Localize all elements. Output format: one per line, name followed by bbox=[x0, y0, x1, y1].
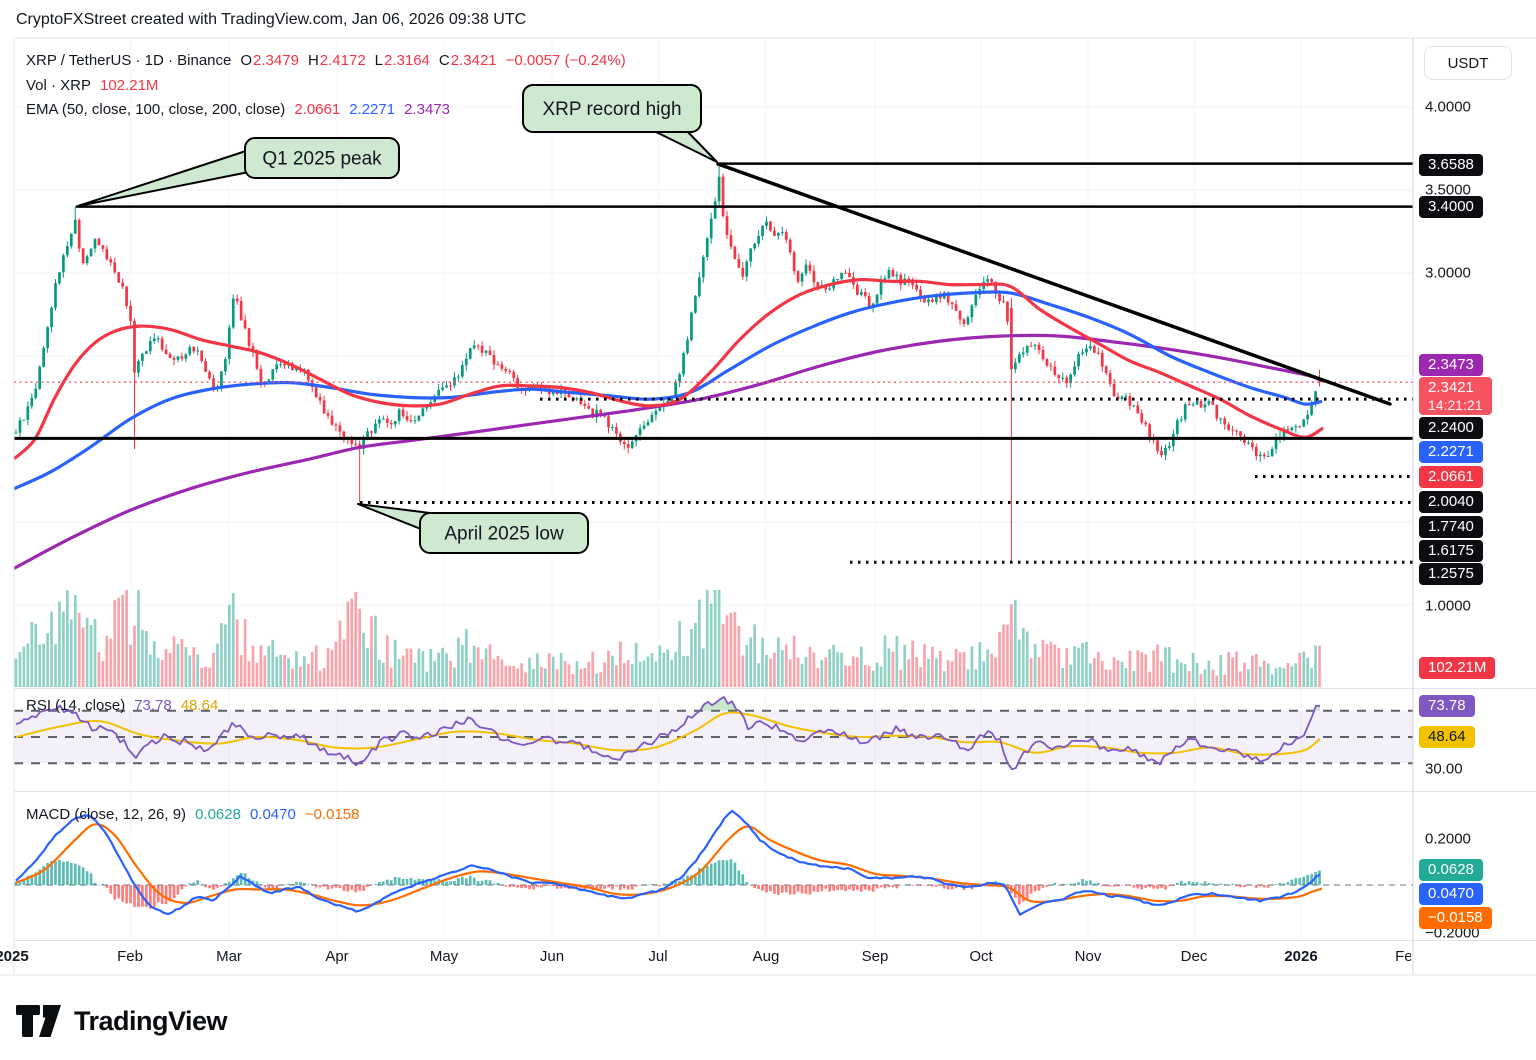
price-axis-badge: 2.0661 bbox=[1419, 466, 1483, 488]
legend-value: XRP / TetherUS · 1D · Binance bbox=[26, 52, 232, 69]
macd-legend-row[interactable]: MACD (close, 12, 26, 9) 0.0628 0.0470 −0.01… bbox=[26, 806, 368, 823]
price-axis-tick: 30.00 bbox=[1425, 760, 1463, 778]
legend-value: 2.3421 bbox=[450, 52, 497, 69]
callout-text: XRP record high bbox=[542, 99, 681, 120]
price-axis-badge: 1.7740 bbox=[1419, 516, 1483, 538]
time-axis-label: Feb bbox=[117, 948, 143, 965]
legend-value: MACD (close, 12, 26, 9) bbox=[26, 806, 187, 823]
price-axis-badge: 2.3473 bbox=[1419, 354, 1483, 376]
price-axis-badge: 73.78 bbox=[1419, 695, 1475, 717]
price-axis-badge: 2.2271 bbox=[1419, 441, 1483, 463]
volume-layer bbox=[14, 590, 1321, 687]
price-axis-tick: 3.5000 bbox=[1425, 181, 1471, 199]
time-axis-label: 2025 bbox=[0, 948, 29, 965]
attribution-header: CryptoFXStreet created with TradingView.… bbox=[16, 11, 527, 28]
time-axis-label: Nov bbox=[1074, 948, 1102, 965]
legend-value: 2.3473 bbox=[404, 101, 450, 118]
legend-value: L bbox=[374, 52, 384, 69]
grid-layer bbox=[14, 40, 1413, 940]
ema-legend-row[interactable]: EMA (50, close, 100, close, 200, close) 2… bbox=[26, 101, 459, 118]
rsi-line bbox=[15, 696, 1320, 771]
panel-borders bbox=[0, 37, 1536, 976]
legend-value: 73.78 bbox=[134, 697, 172, 714]
callout-april-2025-low[interactable]: April 2025 low bbox=[357, 503, 589, 554]
ema-50-line bbox=[12, 277, 1324, 461]
volume-legend-row[interactable]: Vol · XRP 102.21M bbox=[26, 77, 167, 94]
rsi-overbought-fill bbox=[44, 696, 1320, 711]
callout-q1-2025-peak[interactable]: Q1 2025 peak bbox=[77, 137, 400, 207]
tradingview-logo[interactable]: TradingView bbox=[14, 1002, 228, 1040]
legend-value: −0.0158 bbox=[304, 806, 360, 823]
key-level-lines[interactable] bbox=[14, 162, 1413, 564]
legend-value: 2.0661 bbox=[294, 101, 341, 118]
legend-value: 2.2271 bbox=[349, 101, 396, 118]
ema-200-line bbox=[13, 333, 1323, 570]
price-axis-tick: 3.0000 bbox=[1425, 264, 1471, 282]
price-axis-badge: 0.0628 bbox=[1419, 859, 1483, 881]
currency-unit-button[interactable]: USDT bbox=[1424, 46, 1512, 80]
legend-value: 2.3479 bbox=[253, 52, 299, 69]
tradingview-wordmark: TradingView bbox=[74, 1005, 228, 1036]
price-axis-badge: 102.21M bbox=[1419, 657, 1496, 679]
time-axis-label: Jun bbox=[539, 948, 565, 965]
time-axis-label: May bbox=[429, 948, 459, 965]
macd-signal-line bbox=[15, 823, 1323, 907]
time-axis-label: Oct bbox=[969, 948, 993, 965]
legend-value: 2.3164 bbox=[384, 52, 430, 69]
time-axis-label: 2026 bbox=[1284, 948, 1318, 965]
time-axis-label: Sep bbox=[861, 948, 889, 965]
candles-layer bbox=[14, 163, 1321, 563]
price-axis-badge: 1.6175 bbox=[1419, 540, 1483, 562]
countdown-timer: 14:21:21 bbox=[1428, 397, 1483, 413]
legend-value: −0.0057 (−0.24%) bbox=[505, 52, 626, 69]
time-axis[interactable]: 2025 Feb Mar Apr May Jun Jul Aug Sep Oct Nov Dec 202… bbox=[0, 941, 1411, 975]
time-axis-label: Jul bbox=[648, 948, 668, 965]
legend-value: EMA (50, close, 100, close, 200, close) bbox=[26, 101, 286, 118]
price-axis-badge: 3.4000 bbox=[1419, 196, 1483, 218]
rsi-ma-line bbox=[15, 711, 1321, 756]
price-axis-badge: 2.2400 bbox=[1419, 417, 1483, 439]
callout-text: Q1 2025 peak bbox=[262, 149, 382, 170]
legend-value: 0.0470 bbox=[249, 806, 296, 823]
legend-value: 102.21M bbox=[100, 77, 159, 94]
callout-text: April 2025 low bbox=[444, 524, 564, 545]
macd-line bbox=[15, 809, 1321, 916]
rsi-legend-row[interactable]: RSI (14, close) 73.78 48.64 bbox=[26, 697, 227, 714]
time-axis-label: Mar bbox=[216, 948, 242, 965]
symbol-legend-row[interactable]: XRP / TetherUS · 1D · Binance O2.3479 H2.4… bbox=[26, 52, 635, 69]
price-axis-badge: 3.6588 bbox=[1419, 154, 1483, 176]
price-axis-badge: 0.0470 bbox=[1419, 883, 1483, 905]
legend-value: H bbox=[307, 52, 319, 69]
price-axis-badge: 2.0040 bbox=[1419, 491, 1483, 513]
price-axis-tick: 0.2000 bbox=[1425, 830, 1471, 848]
legend-value: 0.0628 bbox=[195, 806, 241, 823]
time-axis-label: Apr bbox=[325, 948, 349, 965]
time-axis-label: Dec bbox=[1180, 948, 1208, 965]
price-axis-badge: 48.64 bbox=[1419, 726, 1475, 748]
price-axis-badge: 1.2575 bbox=[1419, 563, 1483, 585]
legend-value: 48.64 bbox=[180, 697, 219, 714]
time-axis-label: Feb bbox=[1395, 948, 1411, 965]
ema-100-line bbox=[13, 290, 1323, 491]
callout-xrp-record-high[interactable]: XRP record high bbox=[522, 84, 718, 163]
descending-trendline[interactable] bbox=[716, 162, 1392, 406]
legend-value: RSI (14, close) bbox=[26, 697, 126, 714]
price-axis-tick: 1.0000 bbox=[1425, 597, 1471, 615]
price-axis[interactable]: 4.0000 3.5000 3.0000 1.0000 30.00 0.2000 −0.20… bbox=[1414, 38, 1536, 975]
legend-value: C bbox=[438, 52, 450, 69]
price-axis-tick: 4.0000 bbox=[1425, 98, 1471, 116]
price-axis-badge: 2.3421 14:21:21 bbox=[1419, 377, 1492, 415]
legend-value: O bbox=[240, 52, 253, 69]
macd-histogram bbox=[14, 859, 1321, 909]
tradingview-logo-icon bbox=[16, 1005, 61, 1037]
legend-value: 2.4172 bbox=[319, 52, 366, 69]
legend-value: Vol · XRP bbox=[26, 77, 92, 94]
time-axis-label: Aug bbox=[752, 948, 780, 965]
price-axis-badge: −0.0158 bbox=[1419, 907, 1492, 929]
